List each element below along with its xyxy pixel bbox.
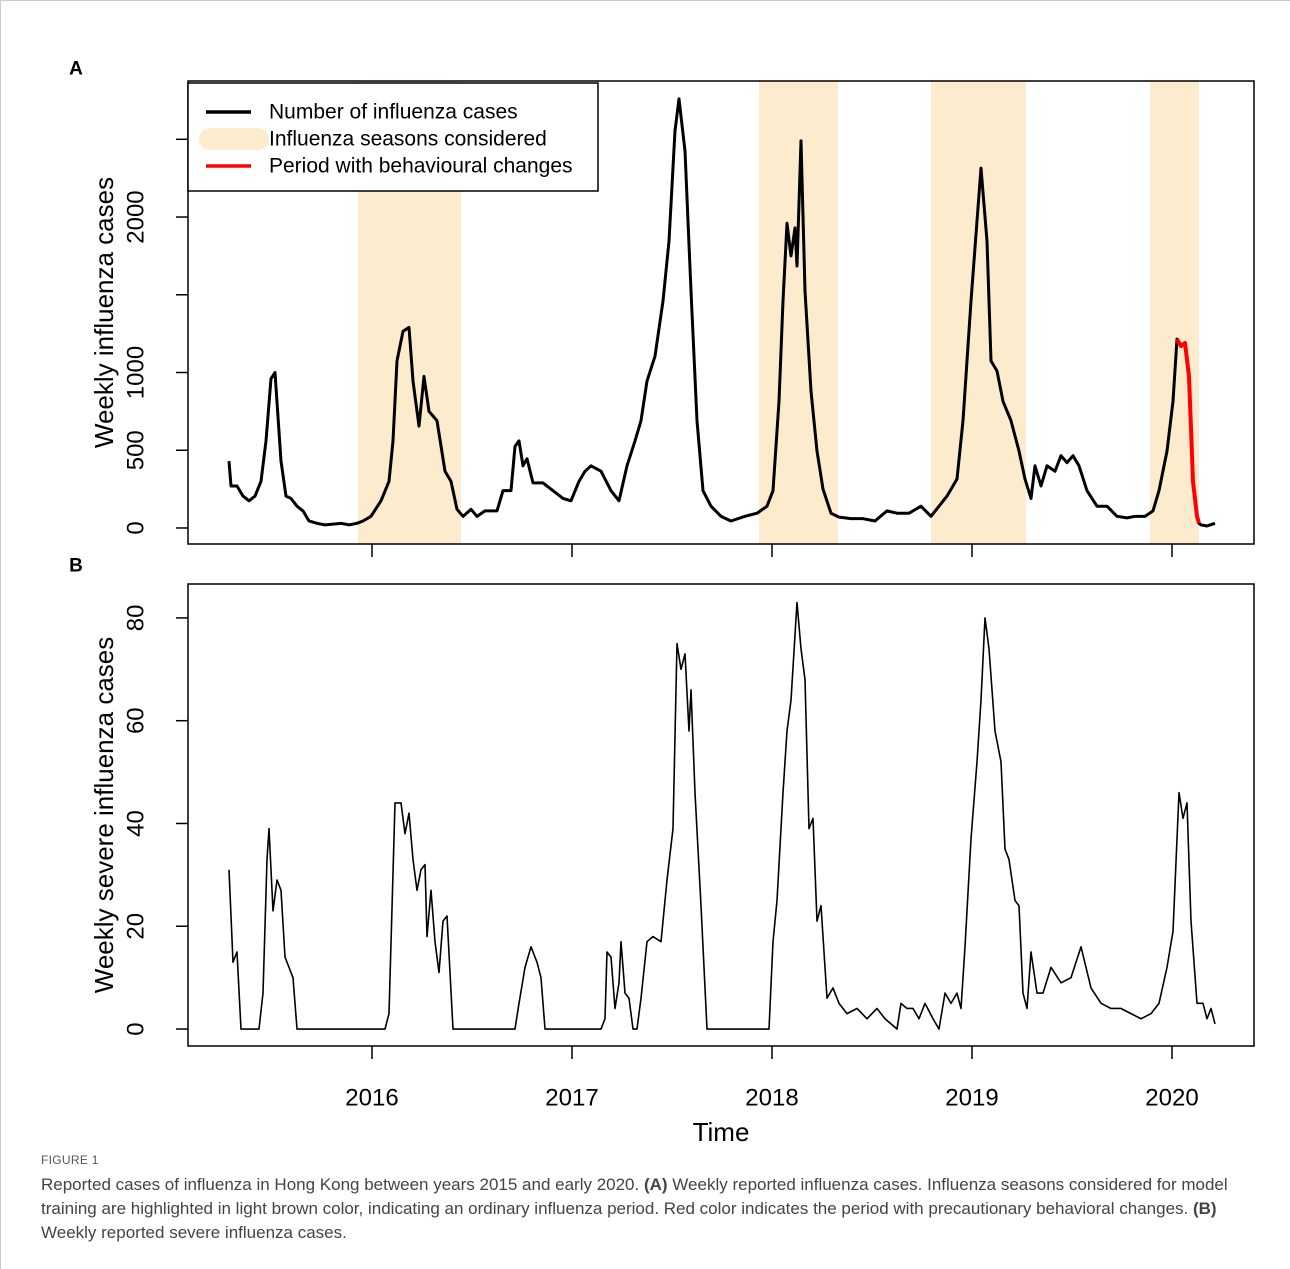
- y-tick-label: 0: [123, 1022, 150, 1035]
- data-line: [1175, 338, 1201, 524]
- y-axis-label: Weekly severe influenza cases: [89, 637, 119, 993]
- y-tick-label: 60: [123, 707, 150, 734]
- panel-label: A: [69, 59, 83, 80]
- caption-segment: Weekly reported influenza cases. Influen…: [41, 1175, 1228, 1218]
- data-line: [227, 97, 1216, 528]
- x-tick-label: 2019: [945, 1085, 998, 1112]
- season-band: [931, 81, 1026, 544]
- y-tick-label: 40: [123, 810, 150, 837]
- x-tick-label: 2017: [545, 1085, 598, 1112]
- legend-label: Period with behavioural changes: [269, 155, 573, 178]
- legend-label: Influenza seasons considered: [269, 128, 547, 151]
- caption-label: FIGURE 1: [41, 1153, 99, 1167]
- panel-label: B: [69, 556, 83, 577]
- plot-frame: [187, 80, 1255, 545]
- y-tick-label: 1000: [123, 346, 150, 399]
- x-axis-label: Time: [693, 1117, 750, 1147]
- y-tick-label: 0: [123, 521, 150, 534]
- legend-label: Number of influenza cases: [269, 101, 518, 124]
- caption-text: Reported cases of influenza in Hong Kong…: [41, 1173, 1261, 1245]
- x-tick-label: 2016: [345, 1085, 398, 1112]
- y-axis-label: Weekly influenza cases: [89, 177, 119, 448]
- plot-frame: [187, 583, 1255, 1047]
- season-band: [759, 81, 838, 544]
- caption-segment: Weekly reported severe influenza cases.: [41, 1223, 347, 1242]
- caption-segment: (A): [643, 1175, 668, 1194]
- caption: FIGURE 1 Reported cases of influenza in …: [41, 1153, 1261, 1245]
- x-tick-label: 2018: [745, 1085, 798, 1112]
- data-line: [228, 601, 1216, 1030]
- caption-segment: Reported cases of influenza in Hong Kong…: [41, 1175, 644, 1194]
- caption-segment: (B): [1192, 1199, 1217, 1218]
- y-tick-label: 20: [123, 913, 150, 940]
- y-tick-label: 80: [123, 605, 150, 632]
- y-tick-label: 2000: [123, 190, 150, 243]
- x-tick-label: 2020: [1145, 1085, 1198, 1112]
- y-tick-label: 500: [123, 430, 150, 470]
